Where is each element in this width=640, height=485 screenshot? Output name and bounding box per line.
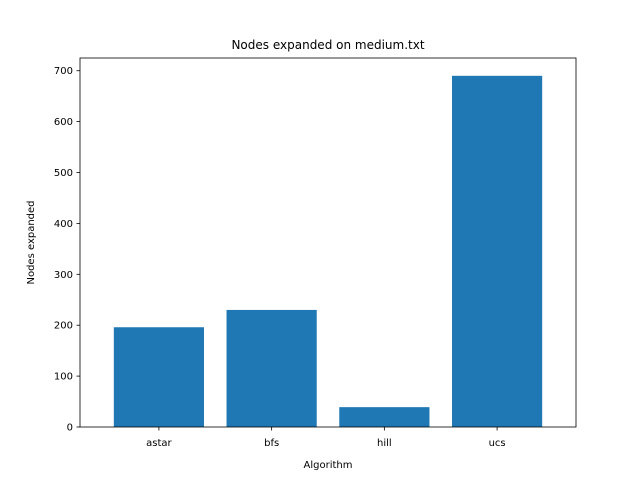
x-tick-label: hill: [377, 438, 392, 449]
bar-bfs: [226, 309, 317, 427]
chart-title: Nodes expanded on medium.txt: [231, 38, 424, 52]
x-tick-label: ucs: [489, 438, 506, 449]
y-tick-label: 700: [54, 66, 73, 77]
axes-layer: [79, 57, 577, 428]
plot-area-frame: [79, 57, 577, 428]
bar-astar: [113, 327, 204, 427]
bar-hill: [339, 407, 430, 427]
y-tick-label: 600: [54, 117, 73, 128]
x-tick-label: astar: [146, 438, 172, 449]
x-tick-label: bfs: [264, 438, 279, 449]
y-tick-label: 0: [67, 423, 73, 434]
y-axis-label: Nodes expanded: [26, 200, 37, 284]
y-tick-label: 100: [54, 372, 73, 383]
bar-ucs: [452, 75, 543, 428]
y-tick-label: 500: [54, 168, 73, 179]
bars-layer: [113, 75, 543, 428]
y-tick-label: 300: [54, 270, 73, 281]
y-tick-label: 400: [54, 219, 73, 230]
y-ticks: 0 100 200 300 400 500 600 700: [54, 66, 80, 434]
x-ticks: astar bfs hill ucs: [146, 427, 506, 449]
y-tick-label: 200: [54, 321, 73, 332]
x-axis-label: Algorithm: [304, 460, 353, 471]
